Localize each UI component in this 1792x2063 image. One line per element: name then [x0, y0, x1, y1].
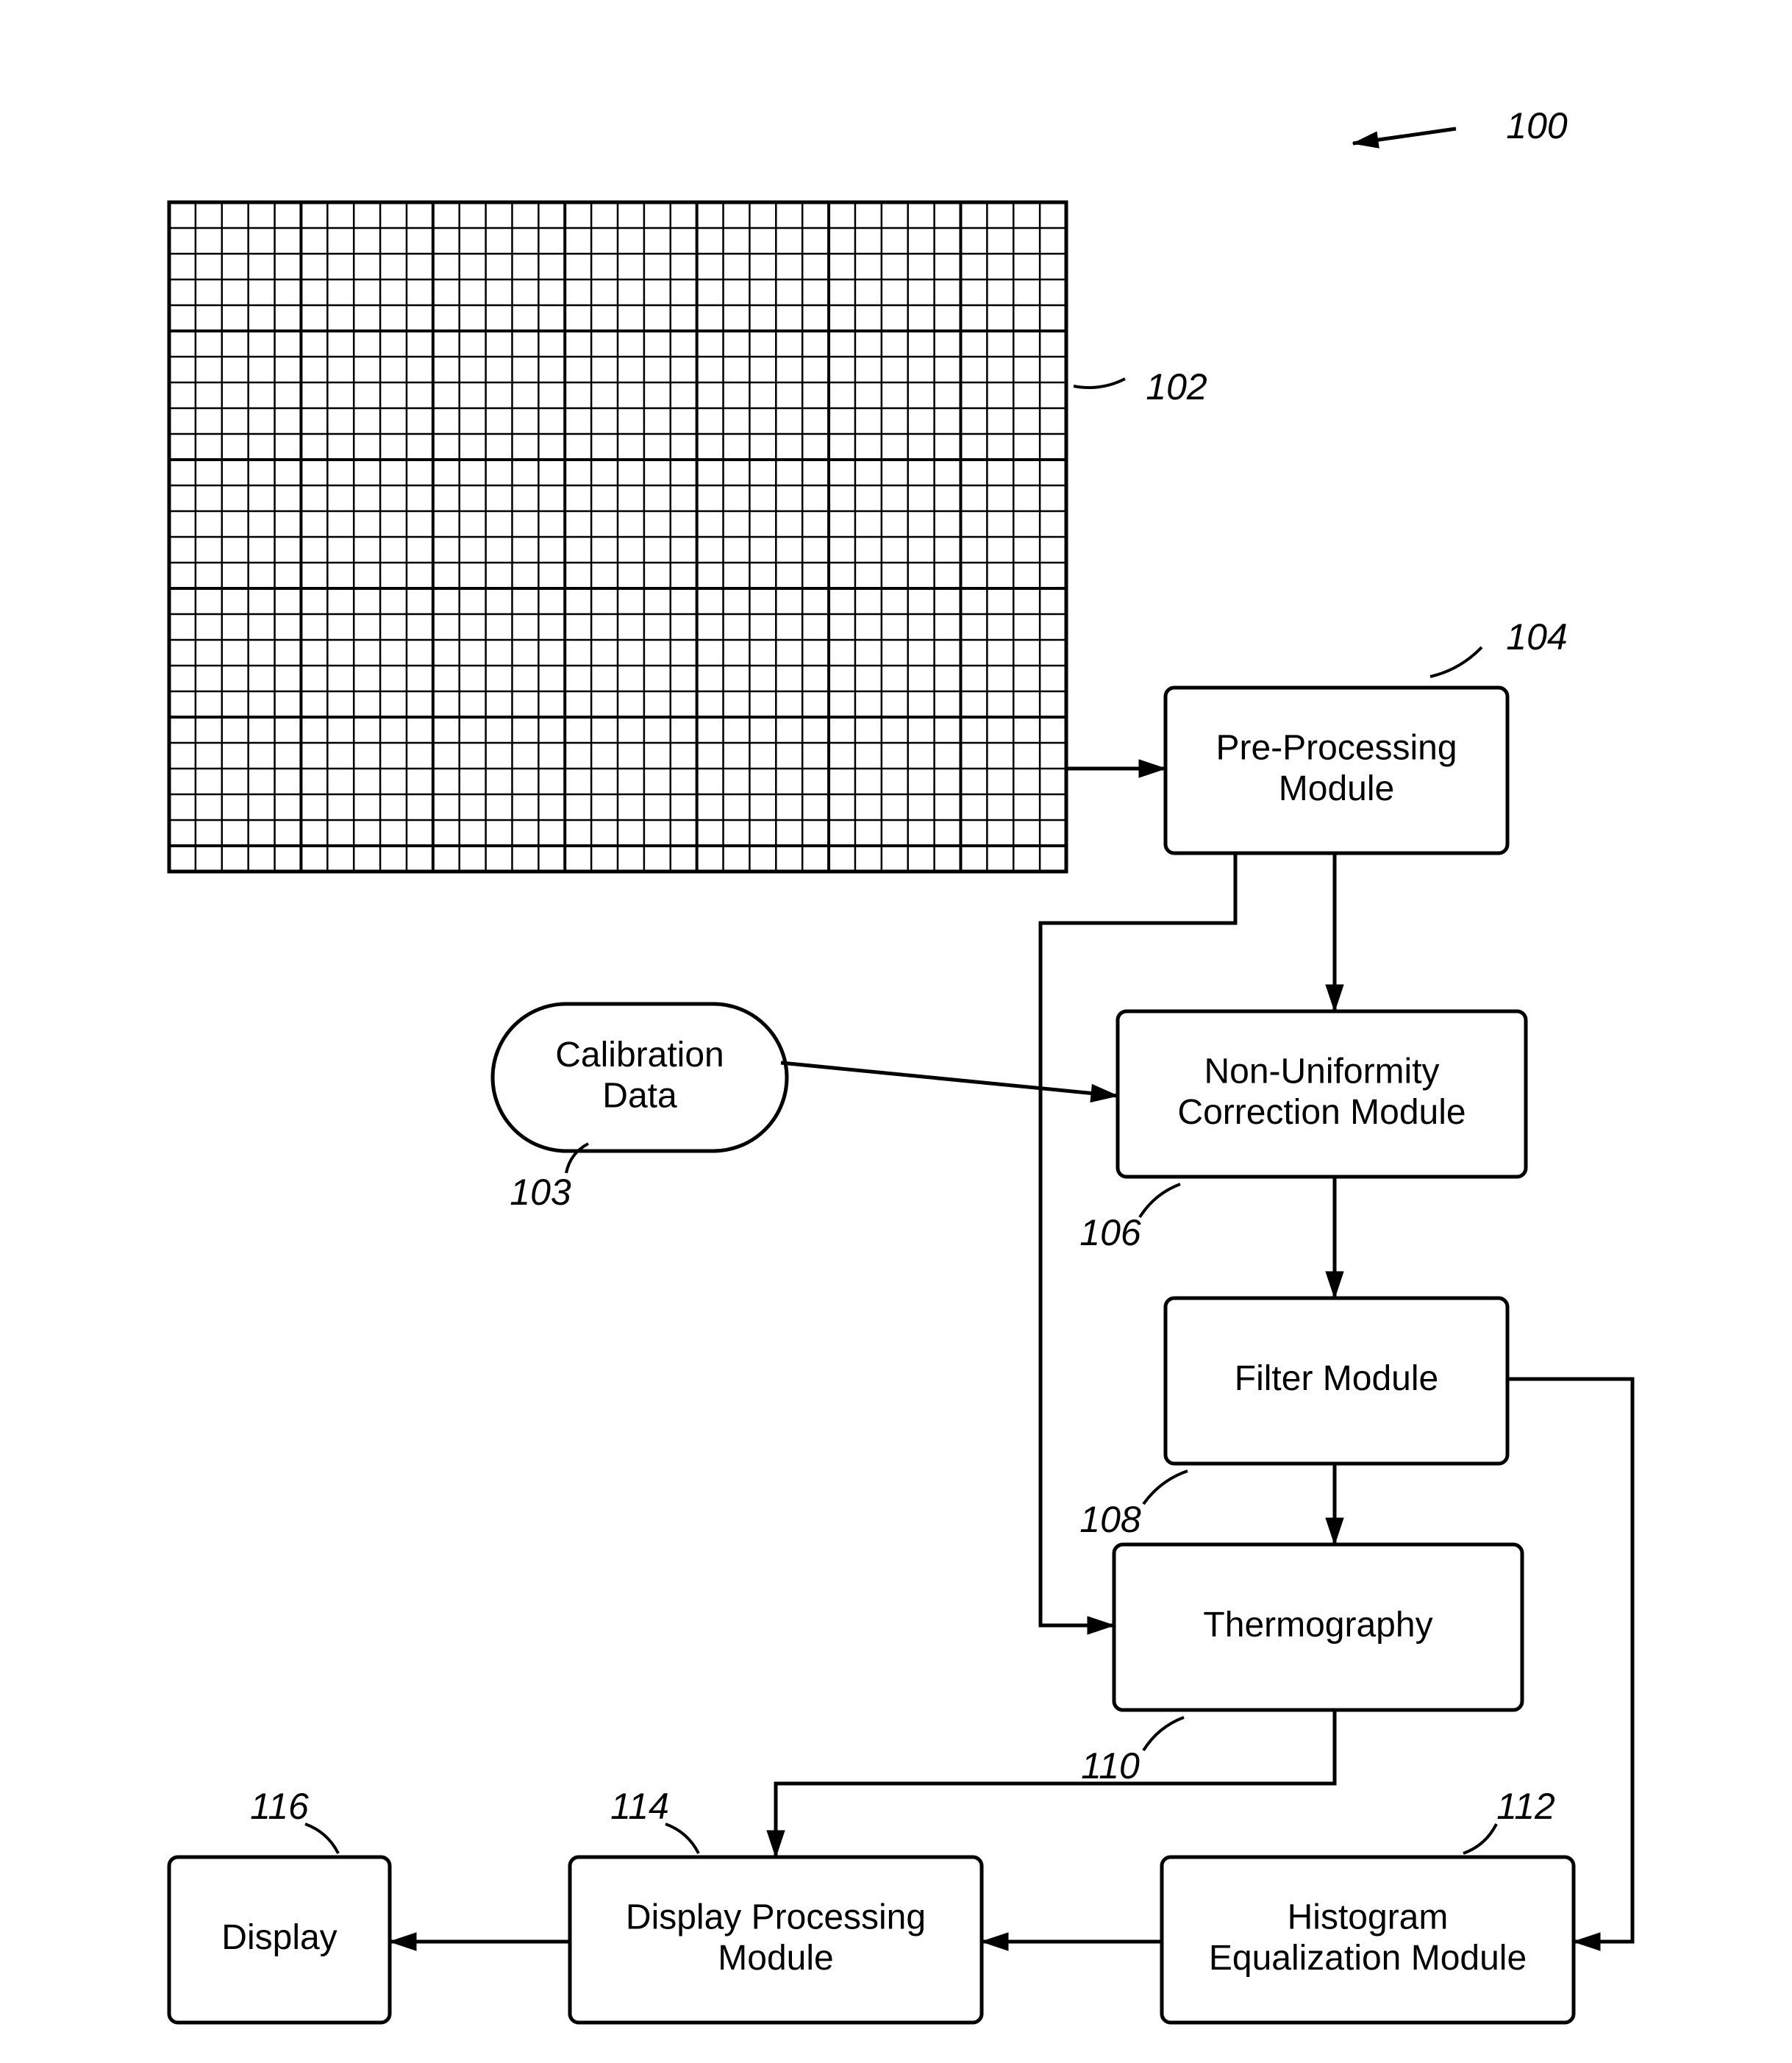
svg-text:Data: Data — [602, 1076, 677, 1115]
ref-label-main: 100 — [1506, 105, 1568, 146]
leader-histeq — [1463, 1824, 1496, 1853]
ref-label-filter: 108 — [1079, 1499, 1141, 1540]
svg-text:Histogram: Histogram — [1288, 1898, 1449, 1937]
svg-text:Non-Uniformity: Non-Uniformity — [1204, 1052, 1439, 1091]
ref-label-nuc: 106 — [1079, 1212, 1141, 1253]
svg-text:Pre-Processing: Pre-Processing — [1216, 729, 1457, 768]
svg-text:Calibration: Calibration — [555, 1036, 724, 1075]
svg-text:Display: Display — [221, 1918, 337, 1957]
ref-label-calib: 103 — [510, 1172, 571, 1213]
svg-text:Filter Module: Filter Module — [1235, 1359, 1438, 1398]
svg-text:Equalization Module: Equalization Module — [1209, 1939, 1527, 1978]
ref-label-thermo: 110 — [1081, 1745, 1140, 1786]
svg-text:Module: Module — [1279, 769, 1394, 808]
leader-nuc — [1140, 1184, 1180, 1217]
leader-preproc — [1430, 647, 1482, 677]
ref-label-dispproc: 114 — [610, 1786, 669, 1827]
leader-display — [305, 1824, 338, 1853]
svg-text:Thermography: Thermography — [1203, 1606, 1432, 1645]
leader-thermo — [1143, 1717, 1184, 1750]
leader-dispproc — [665, 1824, 699, 1853]
leader-filter — [1143, 1471, 1188, 1504]
ref-label-histeq: 112 — [1496, 1786, 1555, 1827]
svg-text:Module: Module — [718, 1939, 833, 1978]
ref-label-grid: 102 — [1146, 366, 1207, 407]
ref-label-display: 116 — [250, 1786, 309, 1827]
svg-text:Display Processing: Display Processing — [626, 1898, 926, 1937]
sensor-array-grid — [169, 202, 1066, 872]
svg-text:Correction Module: Correction Module — [1177, 1093, 1466, 1132]
ref-label-preproc: 104 — [1506, 616, 1567, 658]
leader-grid — [1074, 379, 1125, 388]
